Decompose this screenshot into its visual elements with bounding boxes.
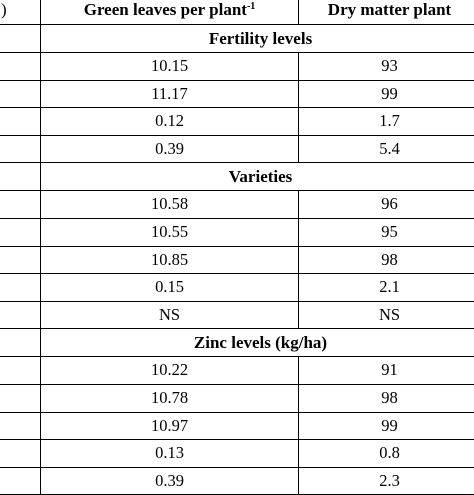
section-title: Varieties (41, 163, 474, 191)
row-label-cell (0, 467, 41, 495)
dry-matter-cell: 96 (299, 191, 474, 219)
header-green-leaves-unit: -1 (247, 1, 255, 12)
green-leaves-cell: 0.12 (41, 108, 299, 136)
row-label-cell (0, 301, 41, 329)
section-blank-cell (0, 163, 41, 191)
section-row: Zinc levels (kg/ha) (0, 329, 474, 357)
dry-matter-cell: 98 (299, 384, 474, 412)
dry-matter-cell: 5.4 (299, 135, 474, 163)
dry-matter-cell: 99 (299, 80, 474, 108)
dry-matter-cell: 99 (299, 412, 474, 440)
dry-matter-cell: 2.1 (299, 274, 474, 302)
row-label-cell (0, 440, 41, 468)
section-row: Fertility levels (0, 25, 474, 53)
green-leaves-cell: 10.55 (41, 218, 299, 246)
green-leaves-cell: NS (41, 301, 299, 329)
row-label-cell (0, 80, 41, 108)
green-leaves-cell: 10.97 (41, 412, 299, 440)
dry-matter-cell: 0.8 (299, 440, 474, 468)
green-leaves-cell: 10.78 (41, 384, 299, 412)
header-green-leaves-label: Green leaves per plant (84, 0, 247, 19)
green-leaves-cell: 0.15 (41, 274, 299, 302)
header-green-leaves: Green leaves per plant-1 (41, 0, 299, 25)
green-leaves-cell: 0.39 (41, 467, 299, 495)
green-leaves-cell: 0.39 (41, 135, 299, 163)
row-label-cell (0, 53, 41, 81)
dry-matter-cell: 93 (299, 53, 474, 81)
section-row: Varieties (0, 163, 474, 191)
dry-matter-cell: 95 (299, 218, 474, 246)
row-label-cell (0, 191, 41, 219)
row-label-cell (0, 274, 41, 302)
row-label-cell (0, 357, 41, 385)
row-label-cell (0, 135, 41, 163)
dry-matter-cell: 2.3 (299, 467, 474, 495)
section-blank-cell (0, 25, 41, 53)
green-leaves-cell: 0.13 (41, 440, 299, 468)
section-title: Fertility levels (41, 25, 474, 53)
row-label-cell (0, 384, 41, 412)
dry-matter-cell: 98 (299, 246, 474, 274)
header-treatment: ) (0, 0, 41, 25)
section-title: Zinc levels (kg/ha) (41, 329, 474, 357)
green-leaves-cell: 10.22 (41, 357, 299, 385)
row-label-cell (0, 108, 41, 136)
row-label-cell (0, 412, 41, 440)
dry-matter-cell: 91 (299, 357, 474, 385)
header-dry-matter: Dry matter plant (299, 0, 474, 25)
dry-matter-cell: NS (299, 301, 474, 329)
row-label-cell (0, 218, 41, 246)
row-label-cell (0, 246, 41, 274)
green-leaves-cell: 10.15 (41, 53, 299, 81)
green-leaves-cell: 10.85 (41, 246, 299, 274)
green-leaves-cell: 11.17 (41, 80, 299, 108)
green-leaves-cell: 10.58 (41, 191, 299, 219)
dry-matter-cell: 1.7 (299, 108, 474, 136)
section-blank-cell (0, 329, 41, 357)
header-row: ) Green leaves per plant-1 Dry matter pl… (0, 0, 474, 25)
